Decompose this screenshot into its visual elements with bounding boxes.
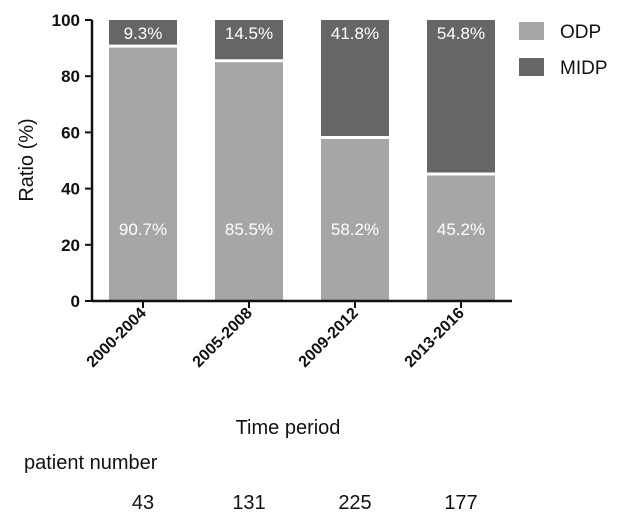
bar-odp-2009-2012 <box>321 137 389 301</box>
bar-odp-2005-2008 <box>215 60 283 302</box>
x-tick-label-2000-2004: 2000-2004 <box>84 305 150 371</box>
x-axis-title: Time period <box>236 417 341 439</box>
patient-number-label: patient number <box>24 452 158 474</box>
legend-swatch-odp <box>519 22 544 40</box>
bar-midp-2013-2016 <box>427 20 495 174</box>
bar-midp-2009-2012 <box>321 20 389 138</box>
x-tick-label-2009-2012: 2009-2012 <box>296 305 362 371</box>
legend-swatch-midp <box>519 58 544 76</box>
data-label-odp-2000-2004: 90.7% <box>119 220 167 239</box>
bar-odp-2013-2016 <box>427 173 495 301</box>
y-tick-label-20: 20 <box>61 236 80 255</box>
legend-label-odp: ODP <box>560 22 601 43</box>
y-tick-label-0: 0 <box>71 292 80 311</box>
data-label-midp-2009-2012: 41.8% <box>331 24 379 43</box>
y-tick-label-60: 60 <box>61 123 80 142</box>
y-tick-label-100: 100 <box>52 11 80 30</box>
data-label-odp-2013-2016: 45.2% <box>437 220 485 239</box>
x-tick-label-2005-2008: 2005-2008 <box>190 305 256 371</box>
legend-label-midp: MIDP <box>560 58 608 79</box>
data-label-midp-2005-2008: 14.5% <box>225 24 273 43</box>
patient-number-2013-2016: 177 <box>444 492 478 514</box>
y-tick-label-80: 80 <box>61 67 80 86</box>
data-label-midp-2000-2004: 9.3% <box>124 24 163 43</box>
patient-number-2005-2008: 131 <box>232 492 266 514</box>
bar-midp-2005-2008 <box>215 20 283 61</box>
data-label-odp-2005-2008: 85.5% <box>225 220 273 239</box>
patient-number-2009-2012: 225 <box>338 492 372 514</box>
y-axis-title: Ratio (%) <box>16 118 38 201</box>
bar-odp-2000-2004 <box>109 46 177 302</box>
patient-number-2000-2004: 43 <box>131 492 155 514</box>
data-label-odp-2009-2012: 58.2% <box>331 220 379 239</box>
x-tick-label-2013-2016: 2013-2016 <box>402 305 468 371</box>
y-tick-label-40: 40 <box>61 180 80 199</box>
data-label-midp-2013-2016: 54.8% <box>437 24 485 43</box>
bar-midp-2000-2004 <box>109 20 177 47</box>
